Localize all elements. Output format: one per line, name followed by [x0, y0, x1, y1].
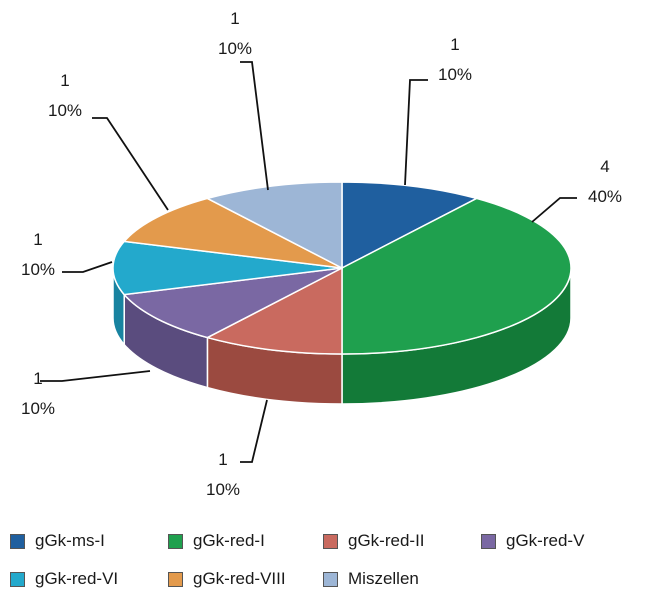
data-label-count: 1	[33, 230, 42, 249]
legend-label: gGk-red-VI	[35, 569, 119, 588]
leader-line	[40, 370, 151, 382]
data-label-count: 1	[218, 450, 227, 469]
legend-swatch	[168, 571, 183, 587]
data-labels: 1 10% 4 40% 1 10% 1 10% 1 10% 1 10% 1 10%	[21, 9, 622, 499]
pie-slice-gGk-red-II	[205, 266, 343, 355]
leader-line	[240, 399, 268, 463]
pie-slice-gGk-ms-I	[341, 181, 479, 270]
legend-item: gGk-red-VI	[10, 568, 118, 590]
data-label-count: 1	[230, 9, 239, 28]
leader-lines	[40, 61, 577, 463]
data-label-count: 1	[450, 35, 459, 54]
legend-item: Miszellen	[323, 568, 419, 590]
legend-label: gGk-red-V	[506, 531, 585, 550]
legend-swatch	[10, 533, 25, 549]
legend-item: gGk-red-I	[168, 530, 265, 552]
pie-slice-gGk-red-I	[341, 197, 572, 355]
data-label-percent: 10%	[438, 65, 472, 84]
data-label-percent: 10%	[21, 260, 55, 279]
legend-label: Miszellen	[348, 569, 419, 588]
legend-item: gGk-red-II	[323, 530, 425, 552]
legend-swatch	[323, 533, 338, 549]
data-label-count: 1	[33, 369, 42, 388]
legend-label: gGk-ms-I	[35, 531, 105, 550]
data-label-count: 4	[600, 157, 609, 176]
data-label-percent: 10%	[206, 480, 240, 499]
legend-label: gGk-red-VIII	[193, 569, 286, 588]
legend-label: gGk-red-II	[348, 531, 425, 550]
leader-line	[240, 61, 269, 191]
legend-item: gGk-red-VIII	[168, 568, 286, 590]
leader-line	[62, 261, 113, 273]
legend-label: gGk-red-I	[193, 531, 265, 550]
data-label-count: 1	[60, 71, 69, 90]
data-label-percent: 40%	[588, 187, 622, 206]
legend-swatch	[481, 533, 496, 549]
pie-slices	[112, 181, 572, 355]
legend-item: gGk-ms-I	[10, 530, 105, 552]
pie-slice-gGk-red-VIII	[122, 197, 343, 269]
pie-slice-gGk-red-V	[122, 267, 343, 339]
data-label-percent: 10%	[21, 399, 55, 418]
data-label-percent: 10%	[218, 39, 252, 58]
pie-slice-Miszellen	[205, 181, 343, 270]
legend-item: gGk-red-V	[481, 530, 584, 552]
legend-swatch	[10, 571, 25, 587]
legend-swatch	[323, 571, 338, 587]
pie-slice-gGk-red-VI	[112, 240, 343, 296]
leader-line	[92, 117, 169, 211]
legend-swatch	[168, 533, 183, 549]
leader-line	[404, 79, 428, 186]
data-label-percent: 10%	[48, 101, 82, 120]
pie-sides	[112, 267, 572, 405]
leader-line	[531, 197, 577, 223]
